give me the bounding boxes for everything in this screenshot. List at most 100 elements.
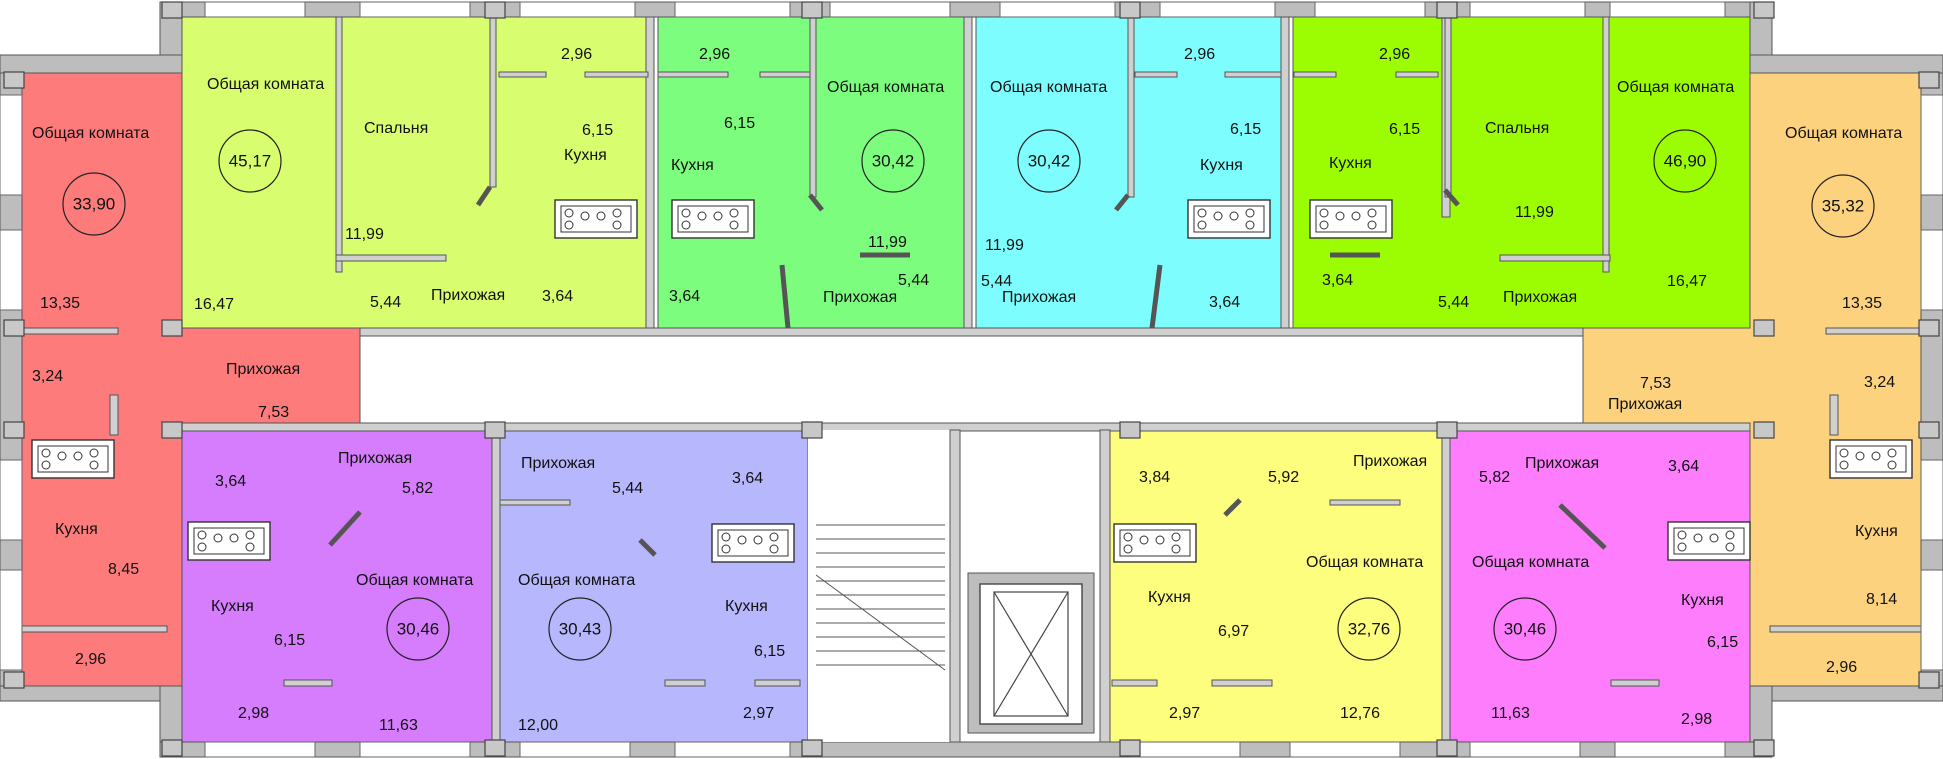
partition-wall	[498, 71, 547, 78]
label-room: Прихожая	[226, 361, 300, 378]
window	[1469, 1, 1586, 18]
label-area: 2,97	[743, 705, 774, 722]
label-area: 12,00	[518, 717, 558, 734]
pier	[1753, 1, 1775, 19]
stove-icon	[554, 199, 638, 239]
label-area: 2,96	[699, 46, 730, 63]
label-room: Кухня	[1148, 589, 1191, 606]
window	[1920, 94, 1943, 196]
label-room: Прихожая	[521, 455, 595, 472]
label-area: 16,47	[1667, 273, 1707, 290]
total-area-circle	[62, 172, 126, 236]
stove-icon	[711, 523, 795, 563]
pier	[3, 671, 25, 689]
label-room: Общая комната	[32, 125, 149, 142]
label-area: 7,53	[258, 404, 289, 421]
label-area: 6,15	[754, 643, 785, 660]
partition-wall	[1395, 71, 1439, 78]
label-area: 5,82	[1479, 469, 1510, 486]
total-area-value: 45,17	[229, 151, 272, 170]
label-room: Общая комната	[1617, 79, 1734, 96]
label-room: Прихожая	[1608, 396, 1682, 413]
pier	[1753, 739, 1775, 757]
window	[0, 229, 23, 311]
partition-wall	[1829, 394, 1839, 436]
partition-wall	[584, 71, 649, 78]
total-area-value: 32,76	[1348, 619, 1391, 638]
label-area: 3,64	[1322, 272, 1353, 289]
stairwell	[808, 429, 1111, 743]
label-area: 16,47	[194, 296, 234, 313]
elevator-shaft	[993, 591, 1069, 717]
label-area: 6,15	[274, 632, 305, 649]
label-area: 3,24	[32, 368, 63, 385]
label-area: 8,14	[1866, 591, 1897, 608]
label-room: Прихожая	[338, 450, 412, 467]
label-area: 13,35	[40, 295, 80, 312]
partition-wall	[664, 679, 706, 687]
pier	[801, 1, 823, 19]
door-swing	[1558, 503, 1607, 550]
partitions	[21, 16, 1922, 743]
label-area: 3,64	[1209, 294, 1240, 311]
window	[0, 569, 23, 671]
label-area: 11,99	[985, 237, 1024, 254]
label-area: 11,63	[379, 717, 418, 734]
partition-wall	[1134, 71, 1178, 78]
label-area: 3,64	[669, 288, 700, 305]
pier	[484, 739, 506, 757]
label-room: Кухня	[1329, 155, 1372, 172]
pier	[3, 71, 25, 89]
label-area: 2,96	[1826, 659, 1857, 676]
label-area: 3,84	[1139, 469, 1170, 486]
pier	[1119, 1, 1141, 19]
label-room: Общая комната	[1306, 554, 1423, 571]
partition-wall	[1610, 679, 1660, 687]
label-area: 6,97	[1218, 623, 1249, 640]
partition-wall	[645, 16, 655, 329]
door-swing	[328, 510, 362, 547]
pier	[161, 739, 183, 757]
label-area: 12,76	[1340, 705, 1380, 722]
stove-icon	[1187, 199, 1271, 239]
stove-icon	[1309, 199, 1393, 239]
pier	[801, 739, 823, 757]
partition-wall	[1111, 679, 1158, 687]
pier	[1918, 319, 1940, 337]
stove-icon	[187, 521, 271, 561]
label-room: Прихожая	[1353, 453, 1427, 470]
partition-wall	[21, 625, 168, 633]
label-room: Прихожая	[431, 287, 505, 304]
partition-wall	[335, 254, 447, 262]
door-swing	[808, 193, 824, 212]
pier	[484, 1, 506, 19]
label-room: Спальня	[1485, 120, 1549, 137]
partition-wall	[1499, 254, 1611, 262]
label-room: Общая комната	[827, 79, 944, 96]
partition-wall	[109, 394, 119, 436]
label-area: 3,64	[542, 288, 573, 305]
pier	[1918, 671, 1940, 689]
partition-wall	[1224, 71, 1282, 78]
partition-wall	[1602, 16, 1610, 273]
pier	[1436, 421, 1458, 439]
label-area: 6,15	[724, 115, 755, 132]
window	[1920, 569, 1943, 671]
label-area: 6,15	[582, 122, 613, 139]
stove-icon	[1829, 439, 1913, 479]
window	[519, 1, 636, 18]
label-room: Кухня	[564, 147, 607, 164]
label-area: 5,82	[402, 480, 433, 497]
partition-wall	[491, 430, 501, 743]
total-area-circle	[1017, 129, 1081, 193]
pier	[161, 1, 183, 19]
label-room: Кухня	[1200, 157, 1243, 174]
window	[829, 1, 951, 18]
partition-wall	[809, 16, 817, 198]
label-room: Прихожая	[1525, 455, 1599, 472]
partition-wall	[1293, 71, 1337, 78]
partition-wall	[283, 679, 333, 687]
window	[1314, 1, 1426, 18]
label-room: Прихожая	[823, 289, 897, 306]
window	[674, 741, 791, 758]
